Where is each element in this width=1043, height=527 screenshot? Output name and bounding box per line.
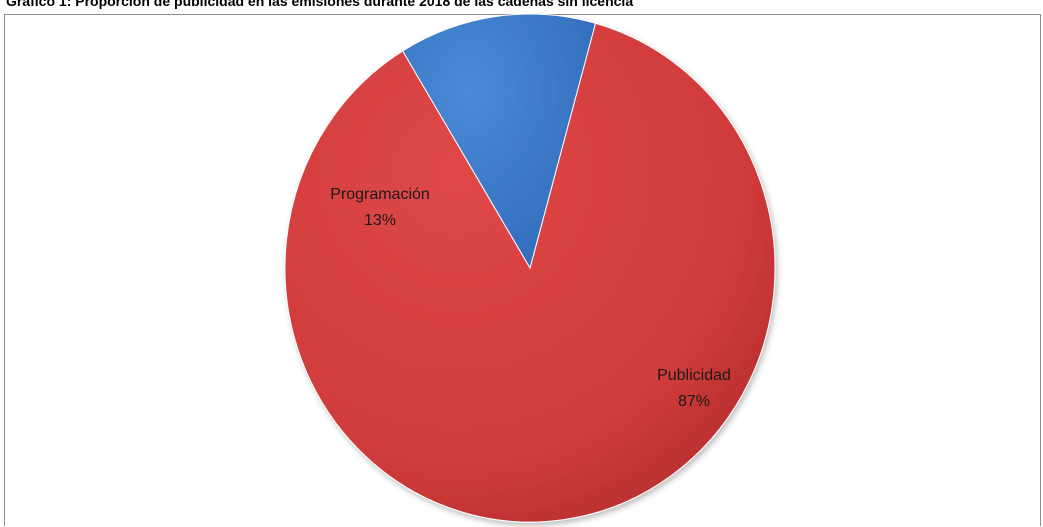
slice-name-label: Programación: [330, 186, 430, 203]
slice-percent-label: 13%: [364, 212, 396, 229]
pie-slice-programación: [402, 13, 597, 270]
pie-slice-publicidad: [284, 22, 776, 523]
slice-name-label: Publicidad: [657, 367, 731, 384]
chart-title: Gráfico 1: Proporción de publicidad en l…: [6, 0, 634, 9]
slice-percent-label: 87%: [678, 393, 710, 410]
